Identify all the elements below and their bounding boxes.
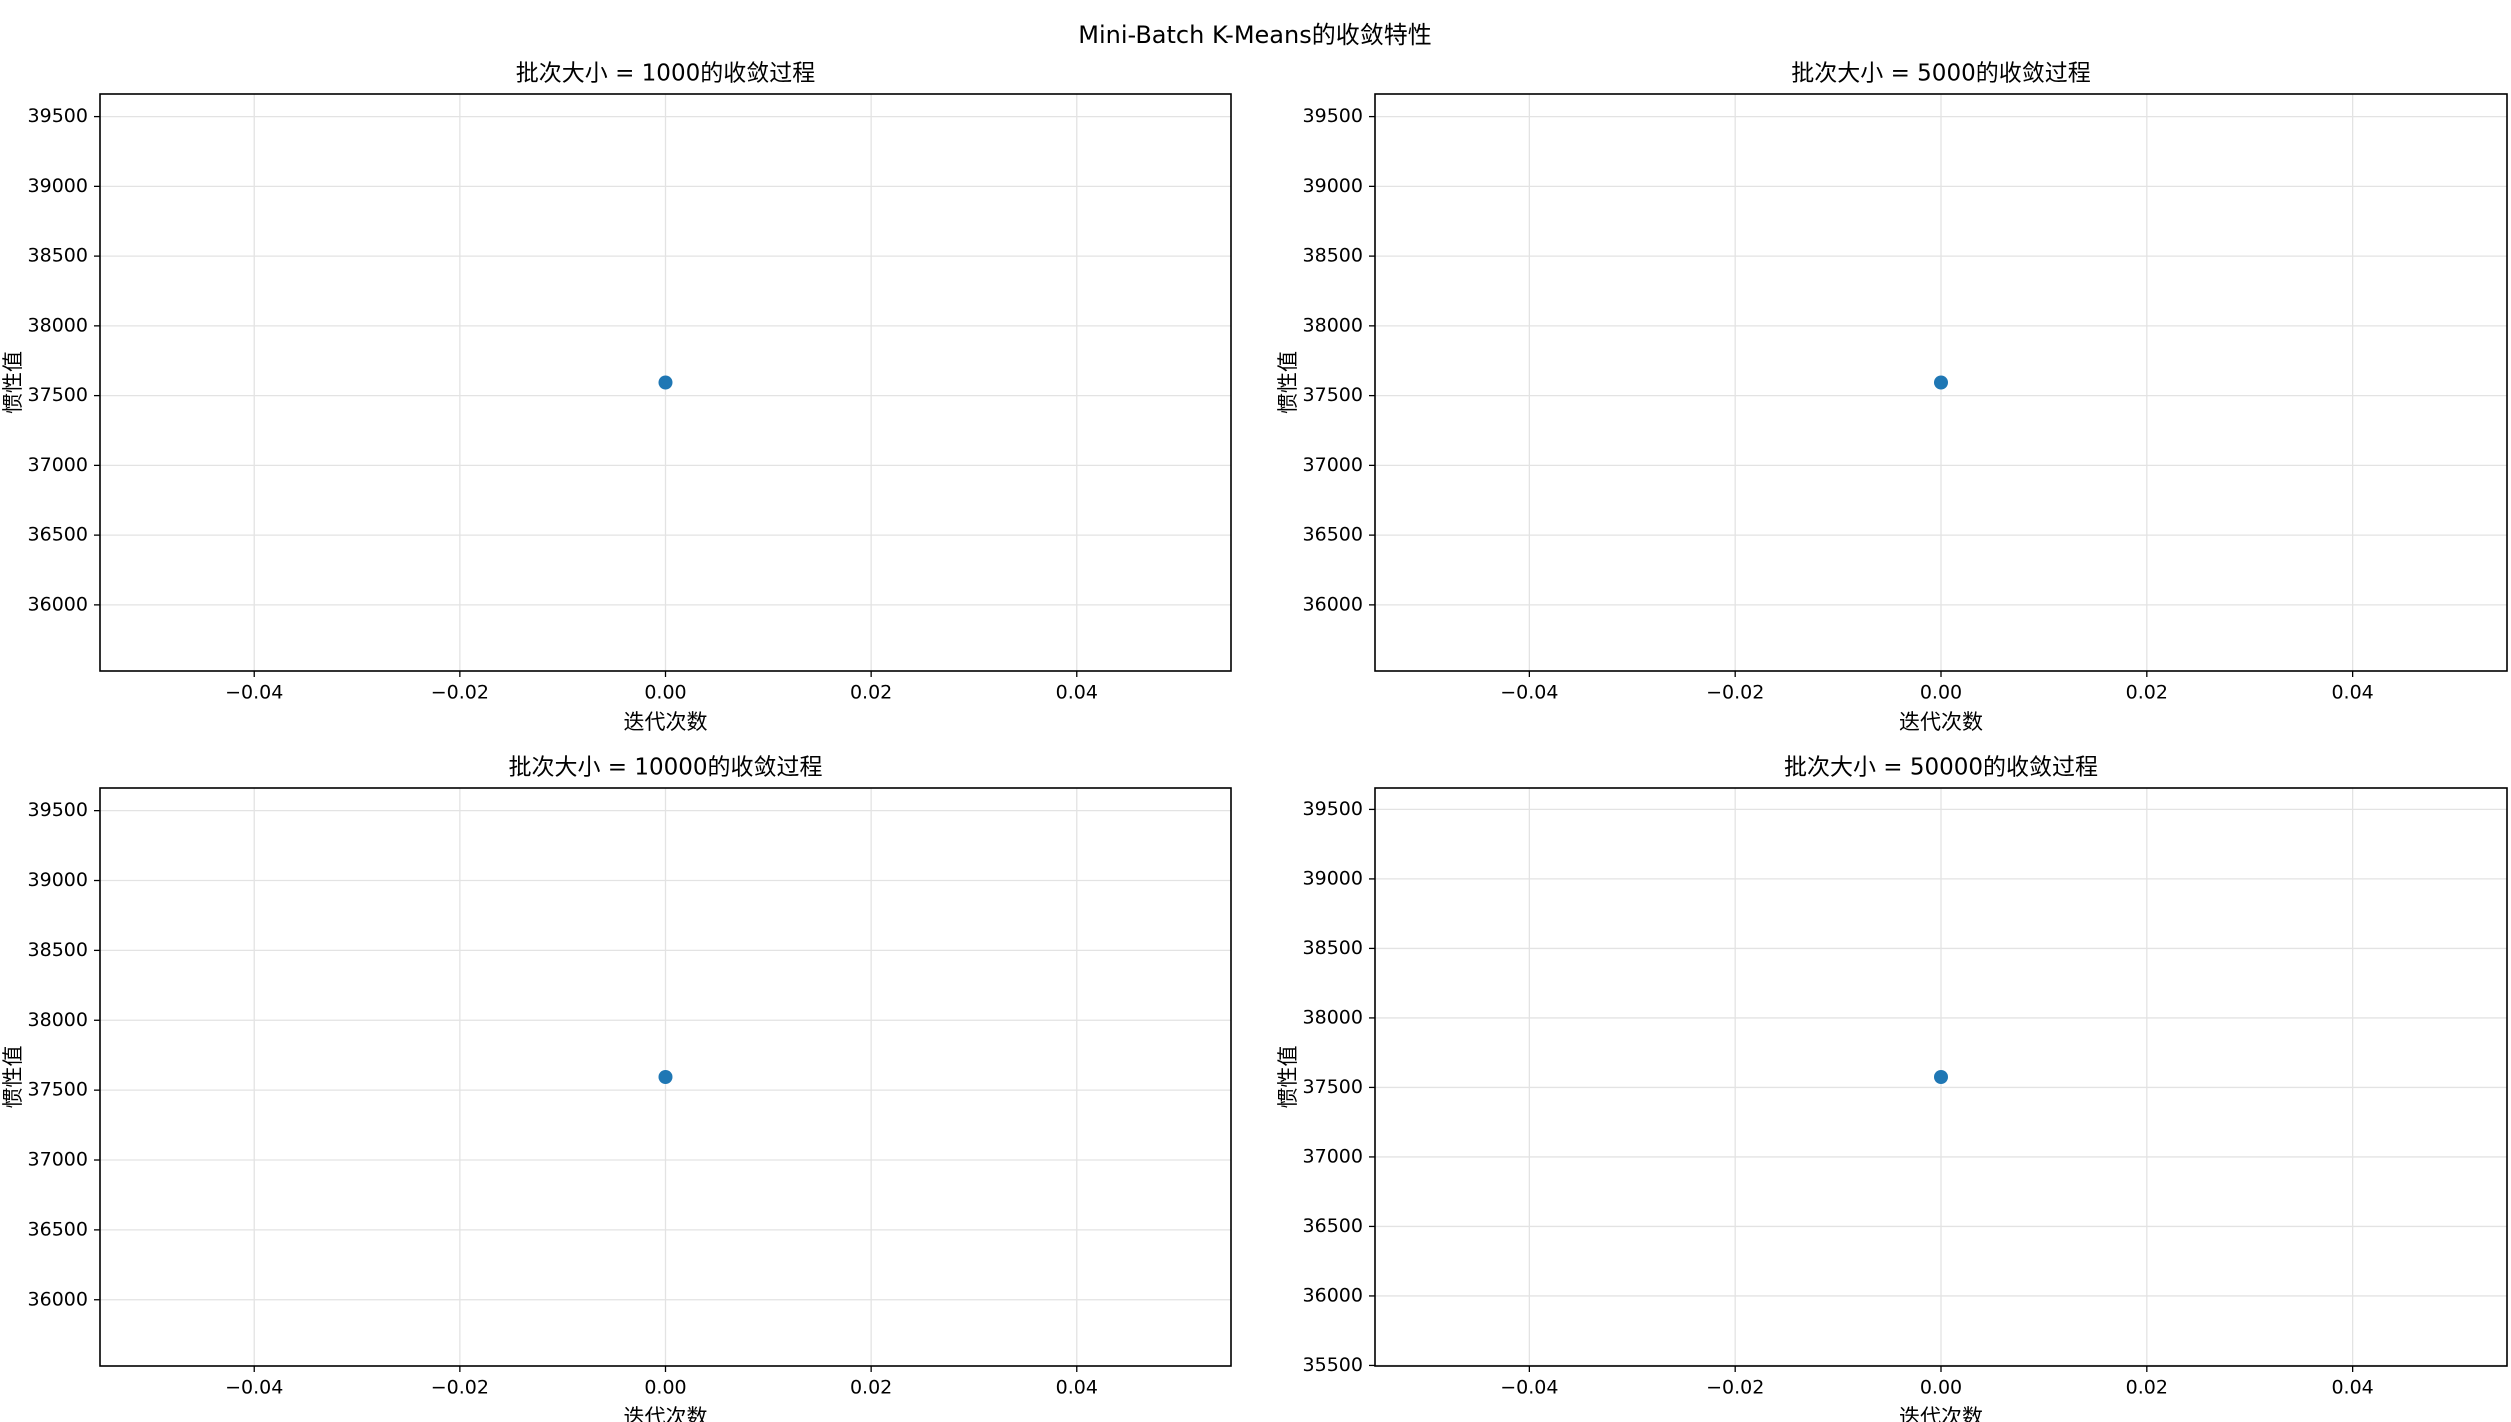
x-tick-label: 0.02	[2126, 1377, 2168, 1399]
y-tick-label: 38500	[28, 939, 88, 961]
y-tick-label: 37000	[28, 454, 88, 476]
axes-frame	[99, 93, 1232, 672]
x-tick-label: 0.04	[1056, 682, 1098, 704]
y-tick-label: 38000	[1303, 1006, 1363, 1028]
y-tick-label: 37500	[1303, 384, 1363, 406]
x-axis-label: 迭代次数	[1899, 710, 1983, 734]
x-tick-label: −0.04	[225, 1377, 283, 1399]
point	[1934, 1070, 1948, 1084]
y-tick-label: 39000	[1303, 867, 1363, 889]
x-tick-label: 0.02	[850, 682, 892, 704]
y-tick-label: 36000	[1303, 593, 1363, 615]
x-tick-label: 0.04	[2331, 682, 2373, 704]
y-tick-label: 37000	[1303, 1145, 1363, 1167]
y-tick-label: 39000	[1303, 175, 1363, 197]
x-tick-label: −0.02	[431, 1377, 489, 1399]
y-tick-label: 36500	[28, 1218, 88, 1240]
x-tick-label: −0.04	[225, 682, 283, 704]
y-tick-label: 36000	[28, 593, 88, 615]
y-tick-label: 39500	[1303, 105, 1363, 127]
axes-frame	[1374, 787, 2508, 1367]
y-axis-label: 惯性值	[1, 1046, 25, 1109]
x-tick-label: 0.02	[850, 1377, 892, 1399]
subplot-title: 批次大小 = 10000的收敛过程	[508, 755, 822, 781]
y-tick-label: 36000	[1303, 1284, 1363, 1306]
y-tick-label: 37500	[1303, 1076, 1363, 1098]
y-tick-label: 37000	[1303, 454, 1363, 476]
axes-frame	[99, 787, 1232, 1367]
y-tick-label: 39500	[28, 799, 88, 821]
x-axis-label: 迭代次数	[624, 710, 708, 734]
y-tick-label: 38000	[28, 314, 88, 336]
subplot-title: 批次大小 = 50000的收敛过程	[1784, 755, 2098, 781]
y-tick-label: 39500	[28, 105, 88, 127]
figure-title: Mini-Batch K-Means的收敛特性	[1078, 21, 1431, 49]
subplot-title: 批次大小 = 1000的收敛过程	[516, 61, 815, 87]
y-tick-label: 38000	[28, 1009, 88, 1031]
x-tick-label: 0.00	[1920, 1377, 1962, 1399]
x-tick-label: −0.02	[1706, 1377, 1764, 1399]
x-tick-label: 0.00	[644, 1377, 686, 1399]
x-tick-label: 0.04	[1056, 1377, 1098, 1399]
x-axis-label: 迭代次数	[624, 1405, 708, 1422]
y-tick-label: 38500	[28, 245, 88, 267]
x-tick-label: 0.02	[2126, 682, 2168, 704]
subplot-title: 批次大小 = 5000的收敛过程	[1791, 61, 2090, 87]
y-tick-label: 39500	[1303, 798, 1363, 820]
axes-frame	[1374, 93, 2508, 672]
y-tick-label: 36500	[1303, 524, 1363, 546]
y-axis-label: 惯性值	[1276, 351, 1300, 414]
point	[658, 1070, 673, 1084]
x-tick-label: −0.04	[1500, 1377, 1558, 1399]
x-tick-label: 0.04	[2331, 1377, 2373, 1399]
x-tick-label: −0.02	[431, 682, 489, 704]
y-tick-label: 36000	[28, 1288, 88, 1310]
y-tick-label: 38500	[1303, 937, 1363, 959]
y-tick-label: 39000	[28, 175, 88, 197]
y-tick-label: 38000	[1303, 314, 1363, 336]
x-tick-label: 0.00	[644, 682, 686, 704]
y-tick-label: 37500	[28, 384, 88, 406]
x-axis-label: 迭代次数	[1899, 1405, 1983, 1422]
y-tick-label: 38500	[1303, 245, 1363, 267]
x-tick-label: −0.04	[1500, 682, 1558, 704]
y-tick-label: 35500	[1303, 1354, 1363, 1376]
x-tick-label: 0.00	[1920, 682, 1962, 704]
y-tick-label: 39000	[28, 869, 88, 891]
x-tick-label: −0.02	[1706, 682, 1764, 704]
point	[1934, 375, 1948, 390]
y-axis-label: 惯性值	[1276, 1046, 1300, 1109]
y-tick-label: 36500	[28, 524, 88, 546]
y-tick-label: 37500	[28, 1079, 88, 1101]
y-tick-label: 36500	[1303, 1215, 1363, 1237]
y-tick-label: 37000	[28, 1149, 88, 1171]
point	[658, 375, 673, 390]
y-axis-label: 惯性值	[1, 351, 25, 414]
